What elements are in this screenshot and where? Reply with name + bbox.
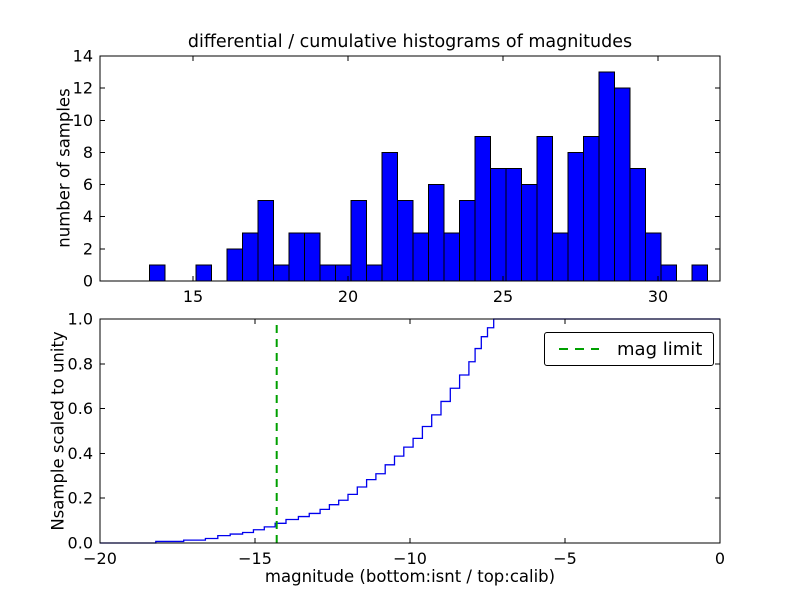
top-plot-ytick-label: 14 [73, 47, 93, 66]
bottom-plot-ytick-label: 0.8 [68, 354, 93, 373]
hist-bar [428, 184, 445, 282]
hist-bar [443, 232, 461, 282]
top-plot-ytick-label: 8 [83, 143, 93, 162]
hist-bar [149, 264, 166, 282]
top-plot-ytick-label: 0 [83, 272, 93, 291]
top-plot-ytick-label: 2 [83, 239, 93, 258]
hist-bar [583, 135, 600, 282]
bottom-plot-ytick-label: 0.2 [68, 489, 93, 508]
hist-bar [304, 232, 321, 282]
bottom-plot-xtick-label: −5 [553, 549, 577, 568]
hist-bar [366, 264, 383, 282]
bottom-plot-frame [99, 318, 721, 544]
bottom-plot-ytick-label: 0.0 [68, 534, 93, 553]
xlabel: magnitude (bottom:isnt / top:calib) [264, 567, 556, 586]
bottom-plot-xtick-label: −20 [83, 549, 117, 568]
hist-bar [505, 168, 523, 282]
top-plot-xtick-label: 20 [338, 287, 358, 306]
top-plot-xtick-label: 30 [648, 287, 668, 306]
hist-bar [567, 151, 585, 282]
top-plot-ytick-label: 12 [73, 79, 93, 98]
hist-bar [412, 232, 430, 282]
hist-bar [350, 200, 368, 282]
legend-dash-icon [559, 348, 599, 350]
hist-bar [598, 71, 616, 282]
bottom-ylabel: Nsample scaled to unity [48, 331, 68, 531]
top-plot-xtick-label: 25 [493, 287, 513, 306]
hist-bar [660, 264, 678, 282]
hist-bar [536, 135, 554, 282]
hist-bar [335, 264, 352, 282]
hist-bar [195, 264, 213, 282]
hist-bar [381, 151, 399, 282]
bottom-plot-ytick-label: 1.0 [68, 310, 93, 329]
bottom-plot-ytick-label: 0.6 [68, 399, 93, 418]
hist-bar [490, 168, 507, 282]
legend: mag limit [544, 332, 714, 366]
hist-bar [226, 248, 244, 282]
legend-label: mag limit [617, 338, 703, 360]
bottom-plot-xtick-label: −15 [238, 549, 272, 568]
bottom-plot-ytick-label: 0.4 [68, 444, 93, 463]
hist-bar [288, 232, 306, 282]
hist-bar [645, 232, 662, 282]
hist-bar [552, 232, 569, 282]
bottom-plot-xtick-label: −10 [393, 549, 427, 568]
top-plot-ytick-label: 4 [83, 207, 93, 226]
cumulative-step-curve [100, 318, 720, 544]
hist-bar [474, 135, 492, 282]
hist-bar [397, 200, 414, 282]
hist-bar [614, 87, 631, 282]
hist-bar [319, 264, 337, 282]
hist-bar [629, 168, 647, 282]
top-plot-ytick-label: 6 [83, 175, 93, 194]
hist-bar [273, 264, 290, 282]
top-plot-xtick-label: 15 [183, 287, 203, 306]
figure-title: differential / cumulative histograms of … [187, 32, 633, 52]
hist-bar [691, 264, 709, 282]
bottom-plot-xtick-label: 0 [715, 549, 725, 568]
top-plot-frame [99, 55, 721, 282]
hist-bar [242, 232, 259, 282]
hist-bar [521, 184, 538, 282]
hist-bar [257, 200, 275, 282]
top-ylabel: number of samples [54, 88, 74, 248]
top-plot-ytick-label: 10 [73, 111, 93, 130]
hist-bar [459, 200, 476, 282]
